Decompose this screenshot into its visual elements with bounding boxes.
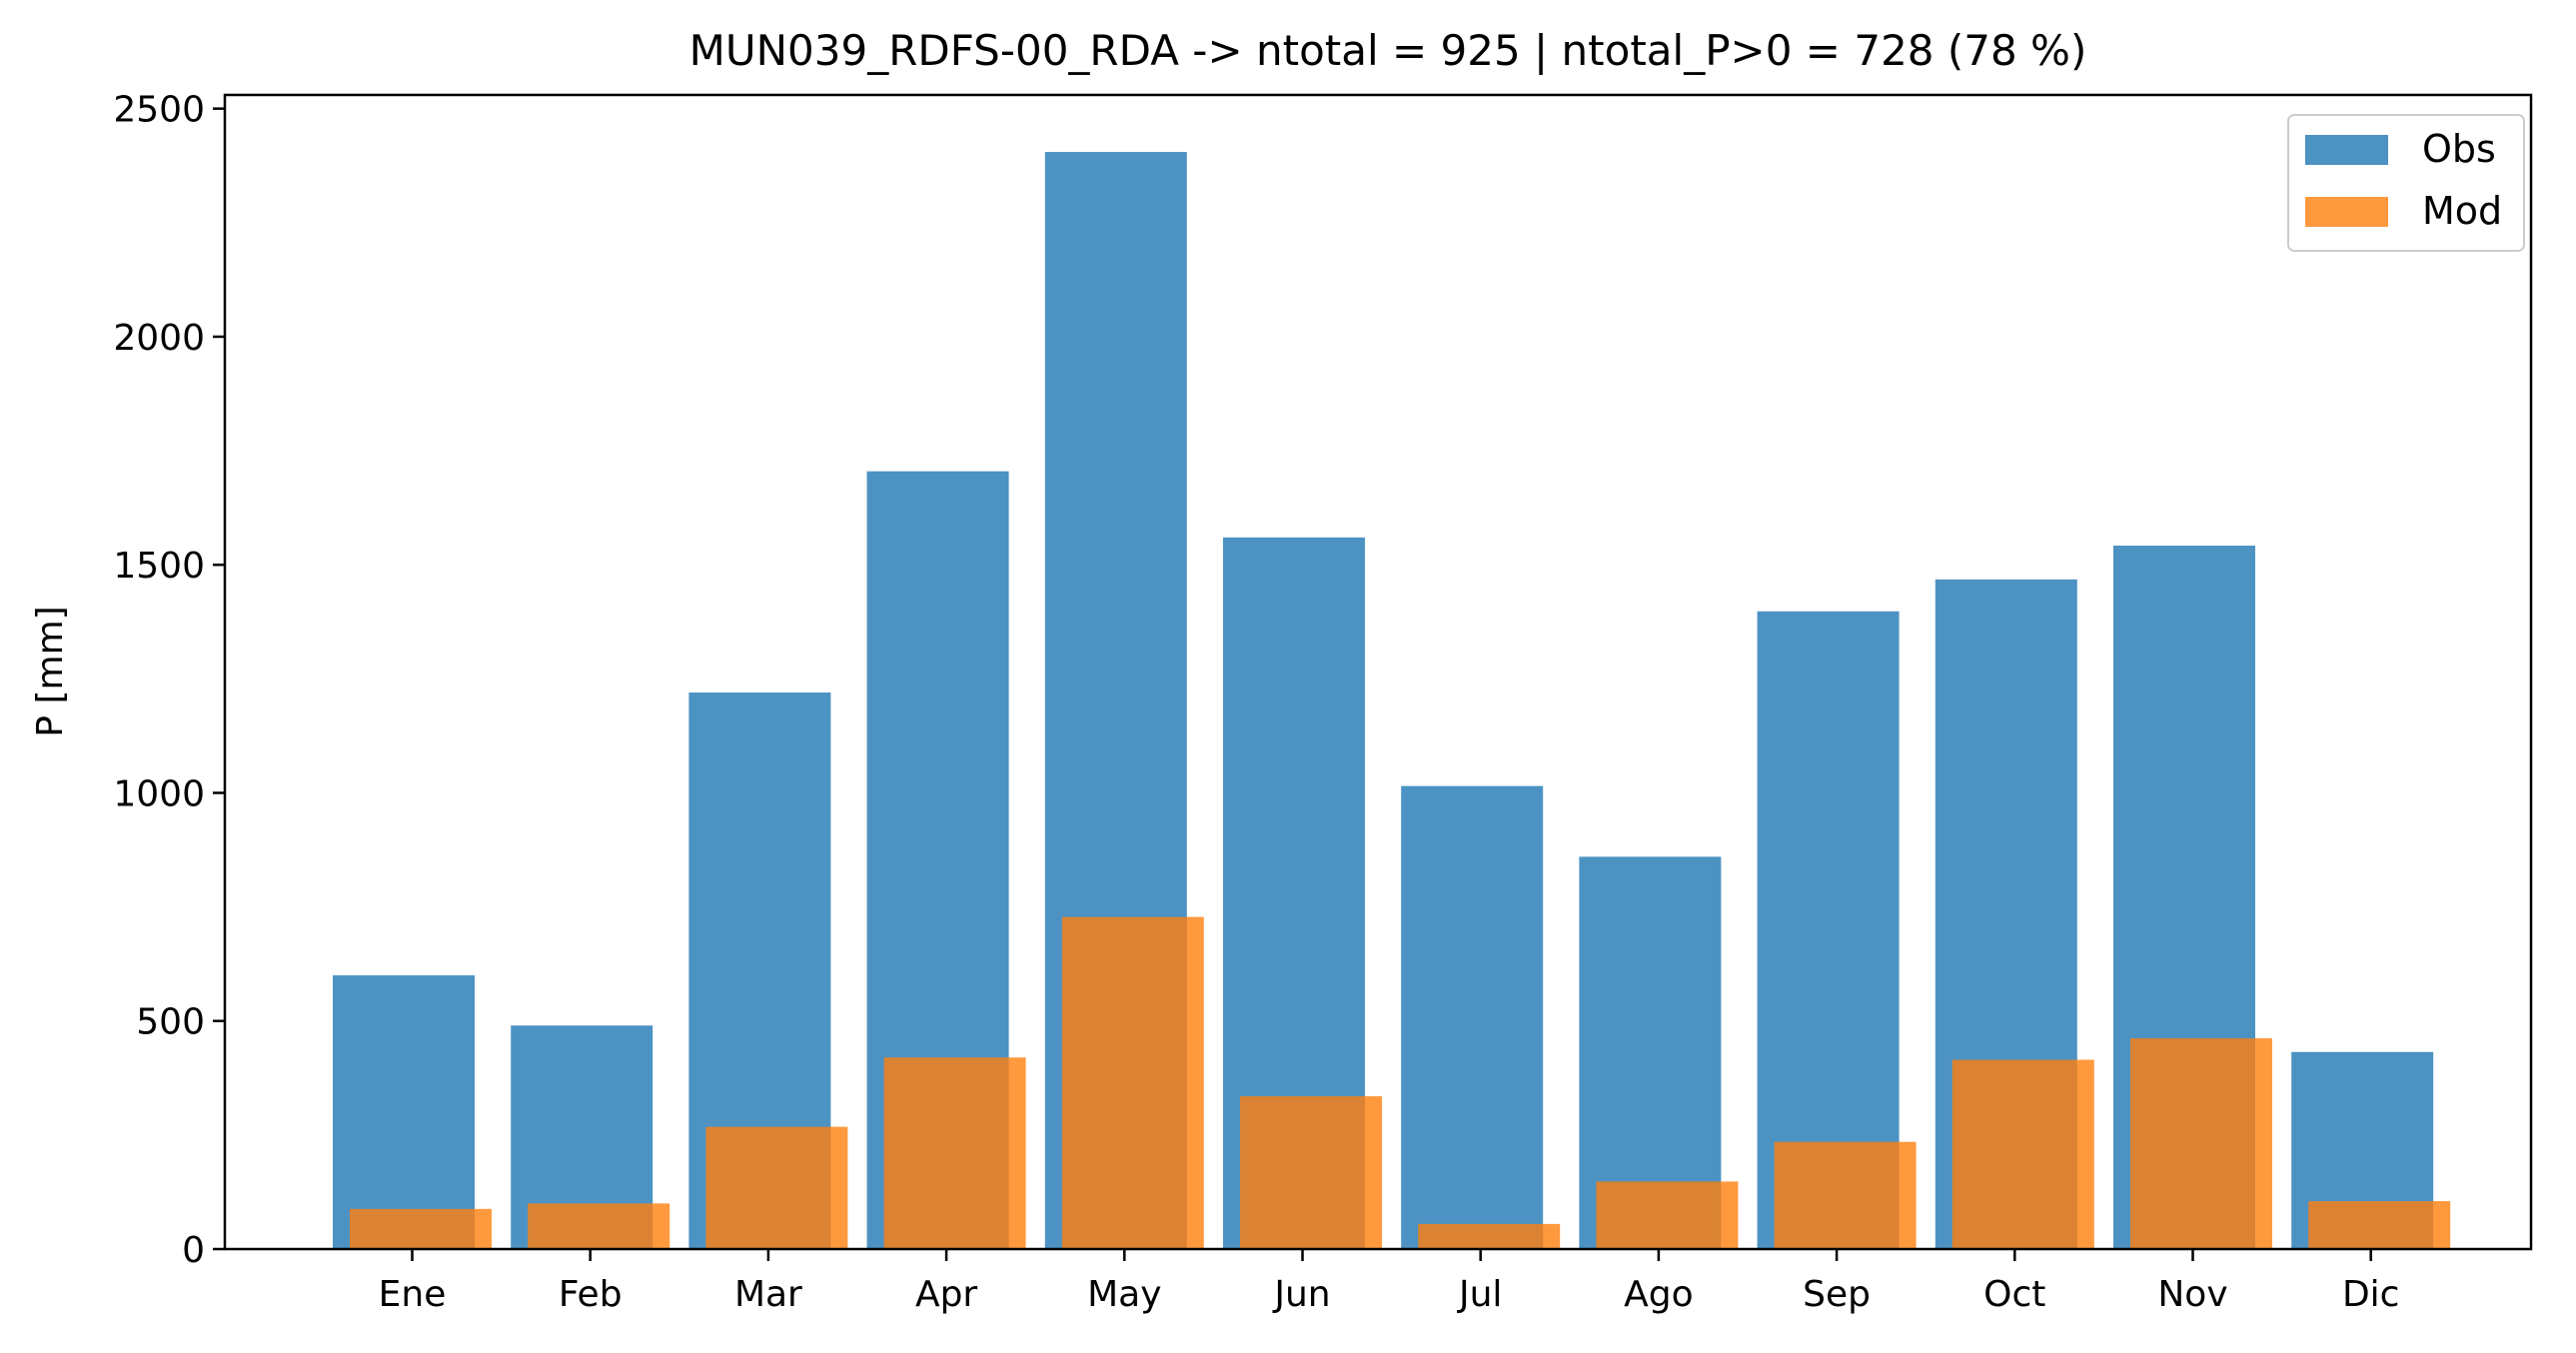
y-tick-label: 500 bbox=[136, 1002, 205, 1043]
bar-mod-ene bbox=[350, 1208, 492, 1249]
x-tick-label: Sep bbox=[1803, 1274, 1871, 1315]
bar-mod-nov bbox=[2130, 1038, 2272, 1249]
bar-mod-sep bbox=[1774, 1141, 1917, 1249]
bar-mod-may bbox=[1061, 916, 1204, 1249]
bar-mod-jun bbox=[1240, 1096, 1382, 1249]
x-tick-label: Jun bbox=[1272, 1274, 1330, 1315]
y-axis-label: P [mm] bbox=[30, 606, 71, 736]
bar-mod-jul bbox=[1418, 1223, 1561, 1249]
x-tick-label: Dic bbox=[2342, 1274, 2400, 1315]
y-tick-label: 1000 bbox=[113, 773, 205, 814]
x-tick-label: Ago bbox=[1624, 1274, 1694, 1315]
legend-swatch-mod bbox=[2305, 197, 2388, 227]
x-tick-label: Feb bbox=[559, 1274, 623, 1315]
x-tick-label: Mar bbox=[734, 1274, 802, 1315]
x-tick-label: May bbox=[1087, 1274, 1161, 1315]
bar-mod-mar bbox=[705, 1126, 848, 1249]
x-tick-label: Oct bbox=[1983, 1274, 2045, 1315]
legend: Obs Mod bbox=[2287, 114, 2525, 252]
bars-layer bbox=[333, 152, 2451, 1249]
x-tick-label: Ene bbox=[379, 1274, 447, 1315]
bar-mod-dic bbox=[2308, 1201, 2451, 1249]
x-tick-label: Apr bbox=[915, 1274, 977, 1315]
y-tick-label: 2500 bbox=[113, 90, 205, 131]
x-tick-label: Jul bbox=[1457, 1274, 1502, 1315]
bar-mod-feb bbox=[528, 1203, 670, 1249]
y-tick-label: 1500 bbox=[113, 546, 205, 587]
legend-swatch-obs bbox=[2305, 135, 2388, 165]
bar-mod-oct bbox=[1951, 1059, 2094, 1249]
y-tick-label: 0 bbox=[182, 1230, 205, 1271]
x-tick-label: Nov bbox=[2157, 1274, 2227, 1315]
y-tick-label: 2000 bbox=[113, 318, 205, 359]
x-axis: Ene Feb Mar Apr May Jun Jul Ago Sep Oct Nov Dic bbox=[379, 1249, 2400, 1315]
bar-mod-ago bbox=[1596, 1181, 1739, 1249]
plot-area-frame bbox=[223, 93, 2533, 1251]
bar-obs-jul bbox=[1401, 785, 1544, 1249]
y-axis: 0 500 1000 1500 2000 2500 bbox=[113, 90, 225, 1271]
legend-label-obs: Obs bbox=[2422, 127, 2496, 171]
bar-obs-ene bbox=[333, 975, 475, 1249]
legend-label-mod: Mod bbox=[2422, 189, 2502, 233]
bar-mod-apr bbox=[883, 1057, 1026, 1249]
chart-title: MUN039_RDFS-00_RDA -> ntotal = 925 | nto… bbox=[689, 26, 2087, 75]
